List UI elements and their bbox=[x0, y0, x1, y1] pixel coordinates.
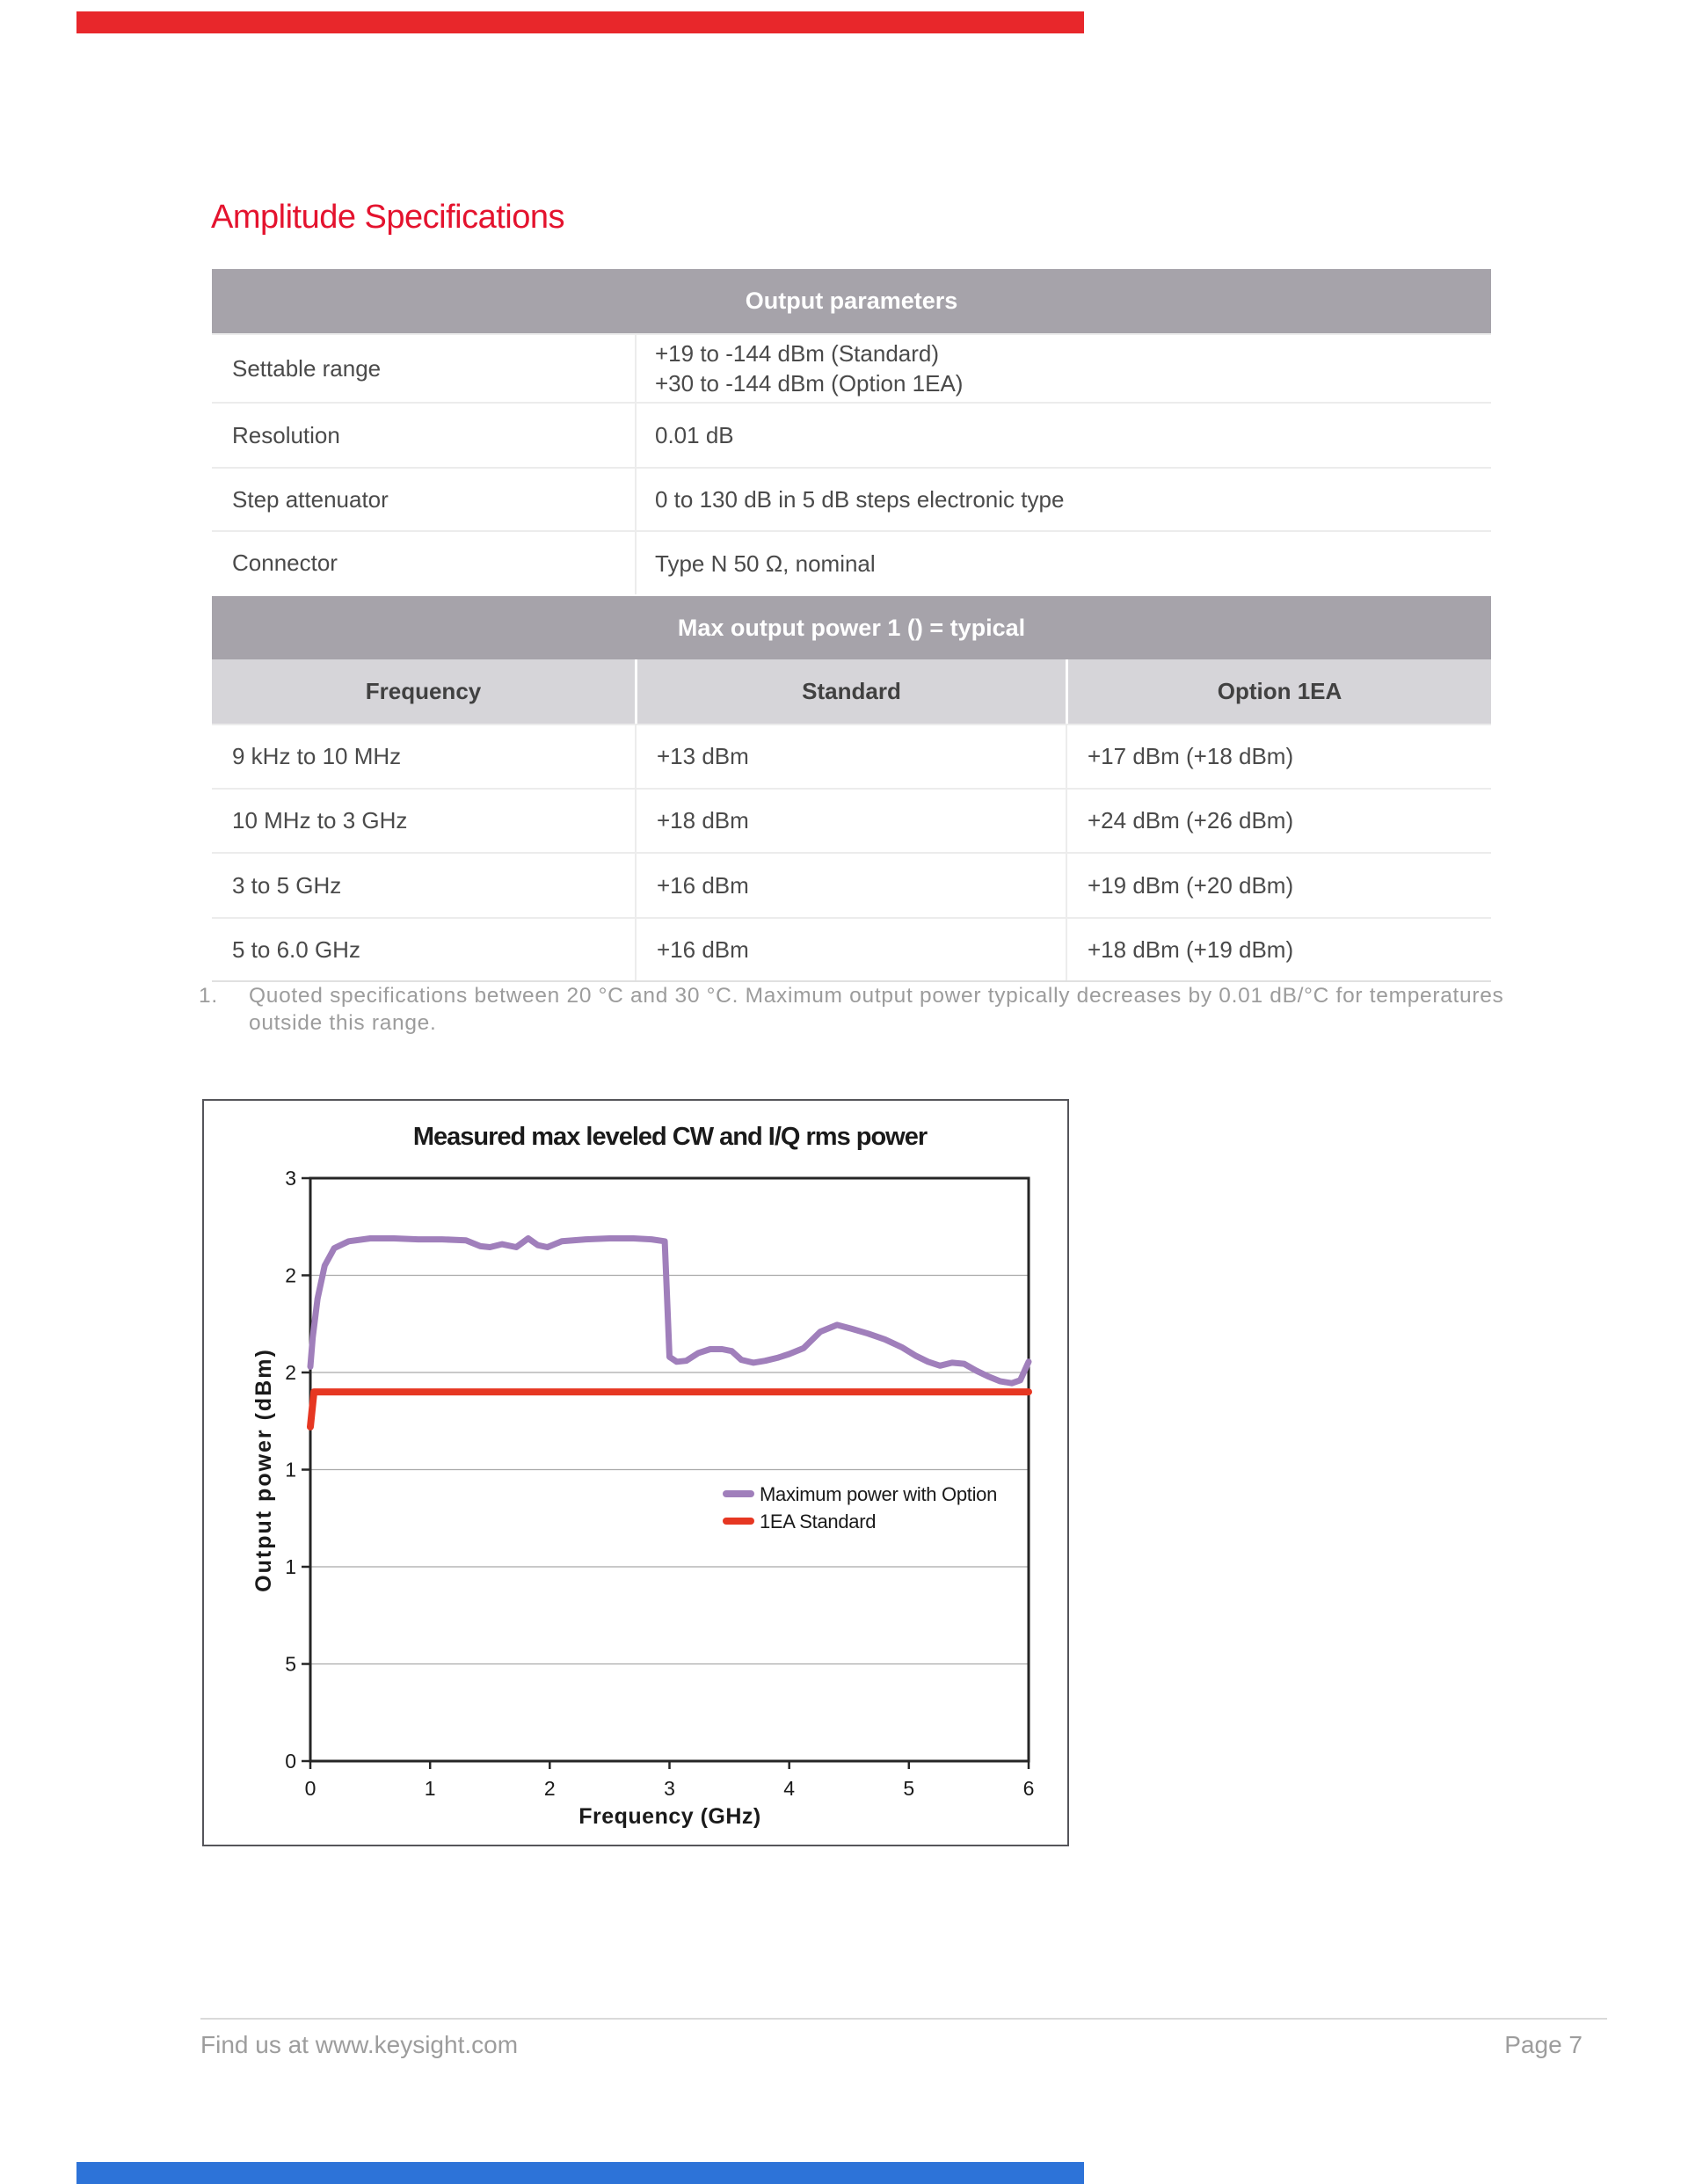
x-tick-label: 2 bbox=[544, 1777, 556, 1800]
column-header-frequency: Frequency bbox=[212, 659, 635, 724]
page-number: Page 7 bbox=[1504, 2031, 1582, 2058]
cell-option-1ea: +24 dBm (+26 dBm) bbox=[1066, 790, 1491, 852]
top-page-edge-bar bbox=[76, 11, 1084, 33]
legend-label: 1EA Standard bbox=[760, 1511, 876, 1532]
footnote-text: Quoted specifications between 20 °C and … bbox=[249, 984, 1504, 1035]
footer-divider bbox=[200, 2018, 1607, 2020]
cell-standard: +18 dBm bbox=[635, 790, 1066, 852]
cell-frequency: 5 to 6.0 GHz bbox=[232, 935, 360, 963]
y-tick-label: 5 bbox=[285, 1653, 296, 1676]
bottom-page-edge-bar bbox=[76, 2162, 1084, 2184]
series-maximum-power-with-option bbox=[307, 1235, 1032, 1387]
table-header-output-parameters: Output parameters bbox=[212, 269, 1491, 333]
y-tick-label: 1 bbox=[285, 1555, 296, 1578]
output-power-chart: 3 2 2 1 1 5 0 0 1 2 3 4 5 6 Measured max leveled CW an… bbox=[202, 1099, 1069, 1846]
row-label: Resolution bbox=[232, 421, 340, 448]
x-tick-label: 4 bbox=[783, 1777, 795, 1800]
x-axis-label: Frequency (GHz) bbox=[578, 1804, 761, 1829]
legend-label: Maximum power with Option bbox=[760, 1483, 997, 1505]
plot-frame bbox=[309, 1176, 1030, 1763]
footer-url-text: Find us at www.keysight.com bbox=[200, 2031, 519, 2058]
cell-frequency: 9 kHz to 10 MHz bbox=[232, 743, 402, 769]
y-tick-label: 0 bbox=[285, 1750, 296, 1773]
y-axis-label: Output power (dBm) bbox=[251, 1348, 276, 1592]
cell-standard: +16 dBm bbox=[635, 919, 1066, 980]
row-value: 0 to 130 dB in 5 dB steps electronic typ… bbox=[635, 469, 1491, 530]
cell-option-1ea: +18 dBm (+19 dBm) bbox=[1066, 919, 1491, 980]
table-header-max-output-power: Max output power 1 () = typical bbox=[212, 596, 1491, 659]
row-value: 0.01 dB bbox=[635, 404, 1491, 467]
y-tick-label: 3 bbox=[285, 1167, 296, 1190]
column-header-option-1ea: Option 1EA bbox=[1066, 659, 1491, 724]
table-row: 5 to 6.0 GHz +16 dBm +18 dBm (+19 dBm) bbox=[212, 917, 1491, 980]
row-label: Settable range bbox=[232, 354, 382, 382]
cell-standard: +16 dBm bbox=[635, 854, 1066, 917]
output-parameters-table: Output parameters Settable range +19 to … bbox=[212, 269, 1491, 982]
table-column-headers: Frequency Standard Option 1EA bbox=[212, 659, 1491, 724]
page-title: Amplitude Specifications bbox=[211, 199, 565, 236]
y-tick-label: 2 bbox=[285, 1264, 296, 1287]
chart-title: Measured max leveled CW and I/Q rms powe… bbox=[413, 1123, 928, 1151]
cell-standard: +13 dBm bbox=[635, 725, 1066, 788]
cell-option-1ea: +19 dBm (+20 dBm) bbox=[1066, 854, 1491, 917]
table-row: Connector Type N 50 Ω, nominal bbox=[212, 530, 1491, 594]
table-row: Step attenuator 0 to 130 dB in 5 dB step… bbox=[212, 467, 1491, 530]
x-tick-label: 3 bbox=[664, 1777, 675, 1800]
table-row: 10 MHz to 3 GHz +18 dBm +24 dBm (+26 dBm… bbox=[212, 788, 1491, 852]
x-tick-label: 5 bbox=[903, 1777, 914, 1800]
table-bottom-border bbox=[212, 980, 1491, 982]
column-header-standard: Standard bbox=[635, 659, 1066, 724]
cell-frequency: 10 MHz to 3 GHz bbox=[232, 807, 408, 834]
row-value: Type N 50 Ω, nominal bbox=[635, 532, 1491, 594]
x-tick-label: 0 bbox=[305, 1777, 316, 1800]
table-row: 3 to 5 GHz +16 dBm +19 dBm (+20 dBm) bbox=[212, 852, 1491, 917]
series-1ea-standard bbox=[307, 1388, 1032, 1431]
x-tick-label: 1 bbox=[425, 1777, 436, 1800]
chart-canvas: 3 2 2 1 1 5 00 1 2 3 4 5 6 Measured max leveled CW an… bbox=[251, 1123, 1035, 1829]
page-footer: Find us at www.keysight.com Page 7 bbox=[200, 2031, 1607, 2059]
y-tick-label: 1 bbox=[285, 1459, 296, 1481]
x-tick-label: 6 bbox=[1023, 1777, 1035, 1800]
table-row: Resolution 0.01 dB bbox=[212, 402, 1491, 467]
cell-frequency: 3 to 5 GHz bbox=[232, 871, 342, 899]
table-row: 9 kHz to 10 MHz +13 dBm +17 dBm (+18 dBm… bbox=[212, 724, 1491, 788]
row-label: Connector bbox=[232, 550, 338, 576]
row-label: Step attenuator bbox=[232, 485, 389, 513]
footnote-number: 1. bbox=[199, 984, 218, 1008]
table-row: Settable range +19 to -144 dBm (Standard… bbox=[212, 333, 1491, 402]
y-tick-label: 2 bbox=[285, 1361, 296, 1384]
footnote: 1. Quoted specifications between 20 °C a… bbox=[199, 982, 1517, 1037]
cell-option-1ea: +17 dBm (+18 dBm) bbox=[1066, 725, 1491, 788]
row-value: +19 to -144 dBm (Standard) +30 to -144 d… bbox=[635, 335, 1491, 402]
